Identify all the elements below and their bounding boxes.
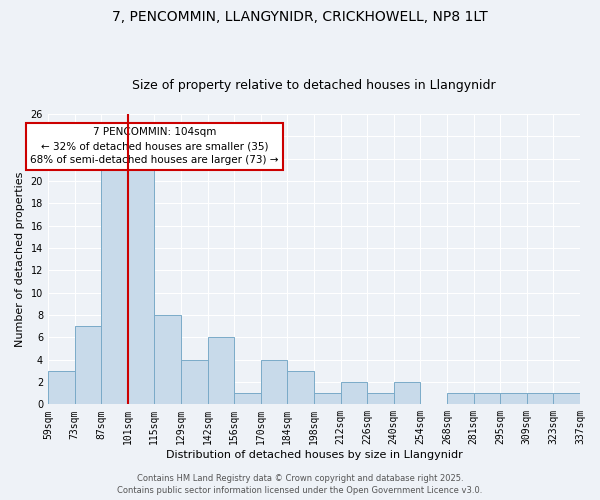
Bar <box>128 158 154 404</box>
Bar <box>447 393 473 404</box>
Bar <box>314 393 341 404</box>
Text: 7 PENCOMMIN: 104sqm
← 32% of detached houses are smaller (35)
68% of semi-detach: 7 PENCOMMIN: 104sqm ← 32% of detached ho… <box>30 128 278 166</box>
Bar <box>527 393 553 404</box>
Text: Contains HM Land Registry data © Crown copyright and database right 2025.
Contai: Contains HM Land Registry data © Crown c… <box>118 474 482 495</box>
Y-axis label: Number of detached properties: Number of detached properties <box>15 172 25 347</box>
Bar <box>154 315 181 404</box>
Text: 7, PENCOMMIN, LLANGYNIDR, CRICKHOWELL, NP8 1LT: 7, PENCOMMIN, LLANGYNIDR, CRICKHOWELL, N… <box>112 10 488 24</box>
X-axis label: Distribution of detached houses by size in Llangynidr: Distribution of detached houses by size … <box>166 450 463 460</box>
Bar <box>101 170 128 404</box>
Bar <box>473 393 500 404</box>
Title: Size of property relative to detached houses in Llangynidr: Size of property relative to detached ho… <box>132 79 496 92</box>
Bar <box>48 371 74 404</box>
Bar <box>208 338 234 404</box>
Bar <box>553 393 580 404</box>
Bar <box>341 382 367 404</box>
Bar <box>367 393 394 404</box>
Bar <box>181 360 208 405</box>
Bar <box>261 360 287 405</box>
Bar <box>394 382 421 404</box>
Bar <box>234 393 261 404</box>
Bar <box>74 326 101 404</box>
Bar <box>287 371 314 404</box>
Bar <box>500 393 527 404</box>
